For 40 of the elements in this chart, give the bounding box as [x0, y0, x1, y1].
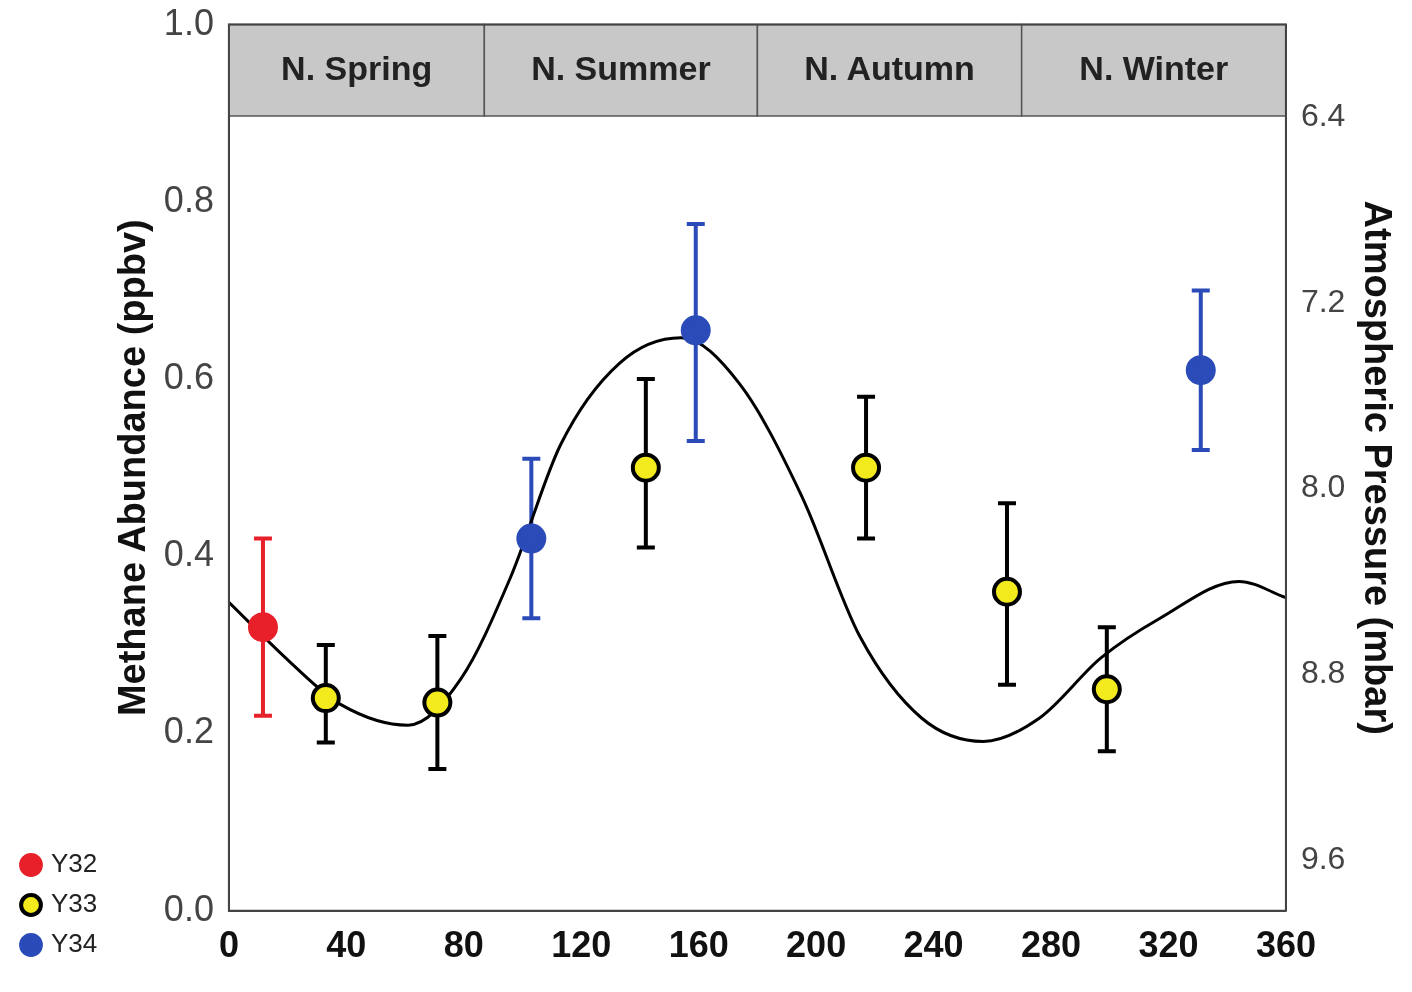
x-tick-label: 320	[1138, 924, 1199, 966]
point	[991, 576, 1022, 607]
x-tick-label: 120	[551, 924, 612, 966]
y-tick-label: 1.0	[163, 1, 214, 43]
legend-label: Y33	[51, 888, 98, 919]
point	[1091, 674, 1122, 705]
y2-axis-title: Atmospheric Pressure (mbar)	[1356, 200, 1399, 735]
band-label: N. Summer	[531, 48, 711, 87]
x-tick-label: 80	[443, 924, 484, 966]
y-tick-label: 0.0	[163, 887, 214, 929]
y2-tick-label: 8.8	[1300, 654, 1346, 690]
legend-label: Y32	[51, 848, 98, 879]
point	[516, 523, 547, 554]
y2-tick-label: 6.4	[1300, 97, 1346, 134]
y2-tick-label: 9.6	[1300, 839, 1346, 876]
x-tick-label: 280	[1020, 924, 1082, 966]
band-label: N. Autumn	[804, 48, 975, 87]
y-tick-label: 0.4	[163, 533, 214, 575]
point	[1185, 355, 1216, 386]
y-axis-title: Methane Abundance (ppbv)	[110, 219, 153, 717]
band-label: N. Spring	[281, 48, 433, 87]
point	[310, 683, 341, 714]
point	[680, 315, 711, 346]
point	[851, 452, 882, 483]
y-tick-label: 0.6	[163, 356, 214, 397]
point	[630, 452, 661, 483]
x-tick-label: 40	[326, 924, 367, 966]
x-tick-label: 360	[1255, 924, 1316, 966]
band-label: N. Winter	[1079, 48, 1229, 87]
x-tick-label: 0	[218, 924, 239, 966]
point	[422, 687, 453, 718]
point	[247, 612, 278, 643]
y-tick-label: 0.2	[163, 710, 214, 752]
y2-tick-label: 7.2	[1300, 282, 1346, 319]
legend-label: Y34	[51, 928, 98, 959]
x-tick-label: 240	[903, 924, 964, 966]
x-tick-label: 200	[786, 924, 847, 966]
x-tick-label: 160	[668, 924, 729, 966]
y2-tick-label: 8.0	[1300, 468, 1346, 505]
y-tick-label: 0.8	[163, 178, 214, 220]
